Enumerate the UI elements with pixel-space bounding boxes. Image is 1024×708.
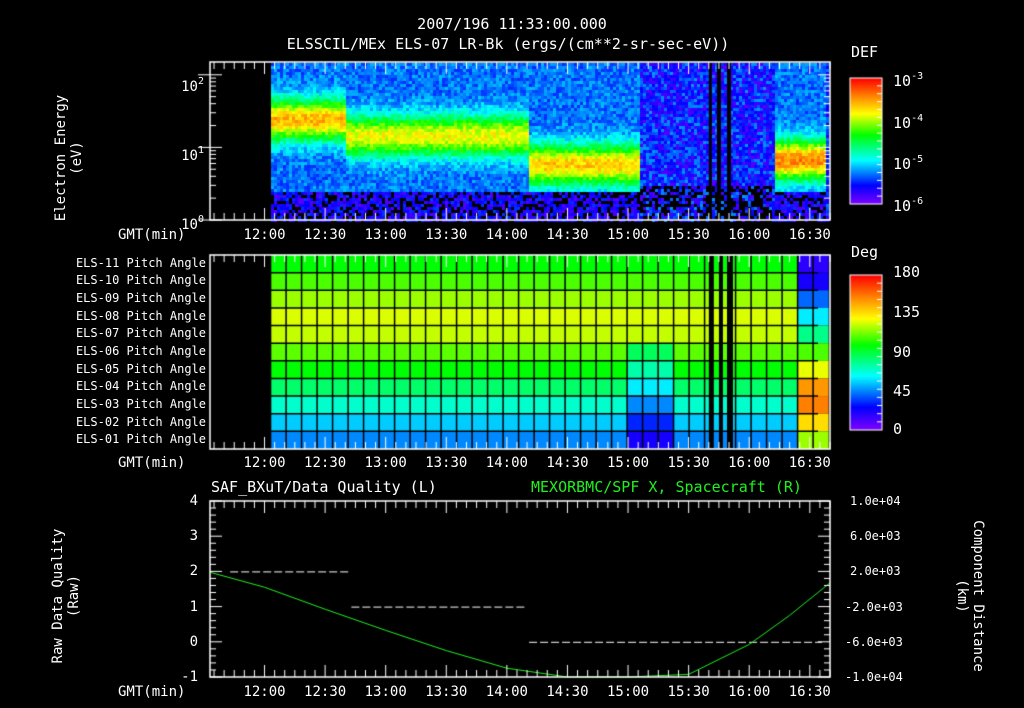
quality-axis-label-line1: Raw Data Quality (50, 528, 66, 664)
pitch-angle-row-label: ELS-10 Pitch Angle (75, 273, 206, 288)
x-tick-label: 15:30 (667, 455, 710, 471)
x-tick-label: 13:00 (364, 455, 407, 471)
quality-y-tick: 1 (189, 598, 198, 615)
x-tick-label: 14:30 (546, 684, 589, 700)
pitch-angle-row-label: ELS-01 Pitch Angle (75, 432, 206, 447)
deg-colorbar-label: 45 (893, 382, 912, 400)
energy-axis-label-line1: Electron Energy (53, 94, 69, 222)
x-tick-label: 16:00 (728, 227, 771, 243)
energy-tick-100: 102 (181, 76, 204, 95)
pitch-angle-row-label: ELS-09 Pitch Angle (75, 291, 206, 306)
distance-y-tick: 2.0e+03 (850, 564, 901, 579)
quality-y-tick: 4 (189, 493, 198, 509)
distance-axis-label-line2: (km) (954, 579, 970, 613)
pitch-angle-row-label: ELS-02 Pitch Angle (75, 414, 206, 429)
quality-y-tick: 3 (189, 528, 198, 545)
energy-axis-label-line2: (eV) (69, 141, 85, 175)
x-tick-label: 14:30 (546, 455, 589, 471)
distance-y-tick: -2.0e+03 (845, 599, 903, 614)
x-tick-label: 16:00 (728, 455, 771, 471)
quality-axis-label: Raw Data Quality (Raw) (50, 516, 82, 676)
quality-panel-title: SAF_BXuT/Data Quality (L) (211, 478, 437, 496)
distance-y-tick: 1.0e+04 (850, 494, 901, 508)
x-tick-label: 13:00 (364, 227, 407, 243)
x-tick-label: 16:00 (728, 684, 771, 700)
x-tick-label: 15:00 (606, 455, 650, 471)
quality-axis-label-line2: (Raw) (66, 574, 82, 618)
def-colorbar-title: DEF (851, 43, 879, 61)
x-tick-label: 14:00 (485, 684, 528, 700)
plot-title: ELSSCIL/MEx ELS-07 LR-Bk (ergs/(cm**2-sr… (286, 35, 730, 53)
x-tick-label: 16:30 (788, 227, 831, 243)
x-tick-label: 15:30 (667, 684, 710, 700)
deg-colorbar-label: 180 (893, 263, 921, 281)
distance-axis-label: Component Distance (km) (954, 506, 986, 686)
x-tick-label: 14:30 (546, 227, 589, 243)
energy-axis-label: Electron Energy (eV) (53, 83, 85, 233)
pitch-angle-row-label: ELS-06 Pitch Angle (75, 344, 206, 358)
x-axis-label: GMT(min) (118, 455, 186, 471)
x-tick-label: 13:30 (425, 227, 468, 243)
def-colorbar-label: 10-4 (893, 113, 924, 132)
x-tick-label: 14:00 (485, 455, 528, 471)
x-tick-label: 12:00 (243, 227, 286, 243)
x-tick-label: 13:30 (425, 684, 468, 700)
x-tick-label: 15:00 (606, 684, 650, 700)
distance-y-tick: 6.0e+03 (850, 529, 901, 544)
quality-y-tick: 2 (189, 563, 198, 580)
x-tick-label: 12:30 (304, 227, 347, 243)
x-tick-label: 13:30 (425, 455, 468, 471)
quality-y-tick: -1 (181, 669, 198, 685)
x-axis-label: GMT(min) (118, 684, 186, 700)
pitch-angle-row-label: ELS-04 Pitch Angle (75, 379, 206, 394)
deg-colorbar-label: 135 (893, 303, 921, 321)
distance-y-tick: -6.0e+03 (845, 634, 903, 649)
def-colorbar-label: 10-6 (893, 196, 924, 215)
def-colorbar-label: 10-3 (893, 71, 924, 90)
deg-colorbar-title: Deg (851, 243, 879, 261)
x-tick-label: 12:00 (243, 455, 286, 471)
pitch-angle-row-label: ELS-03 Pitch Angle (75, 396, 206, 411)
x-tick-label: 15:00 (606, 227, 650, 243)
plot-timestamp: 2007/196 11:33:00.000 (417, 15, 607, 33)
def-colorbar-label: 10-5 (893, 154, 924, 173)
pitch-angle-row-label: ELS-07 Pitch Angle (75, 326, 206, 341)
x-tick-label: 12:30 (304, 455, 347, 471)
pitch-angle-row-label: ELS-08 Pitch Angle (75, 308, 206, 323)
x-tick-label: 16:30 (788, 684, 831, 700)
energy-tick-10: 101 (181, 145, 204, 164)
pitch-angle-row-label: ELS-05 Pitch Angle (75, 361, 206, 376)
orbit-panel-title: MEXORBMC/SPF X, Spacecraft (R) (531, 478, 802, 496)
distance-axis-label-line1: Component Distance (970, 520, 986, 672)
quality-y-tick: 0 (189, 633, 198, 650)
x-axis-label: GMT(min) (118, 227, 186, 243)
deg-colorbar-label: 0 (893, 420, 903, 438)
x-tick-label: 14:00 (485, 227, 528, 243)
x-tick-label: 16:30 (788, 455, 831, 471)
deg-colorbar-label: 90 (893, 343, 912, 361)
x-tick-label: 15:30 (667, 227, 710, 243)
x-tick-label: 12:30 (304, 684, 347, 700)
distance-y-tick: -1.0e+04 (845, 670, 903, 684)
x-tick-label: 13:00 (364, 684, 407, 700)
pitch-angle-row-label: ELS-11 Pitch Angle (75, 255, 206, 270)
x-tick-label: 12:00 (243, 684, 286, 700)
energy-tick-1: 100 (181, 214, 204, 233)
